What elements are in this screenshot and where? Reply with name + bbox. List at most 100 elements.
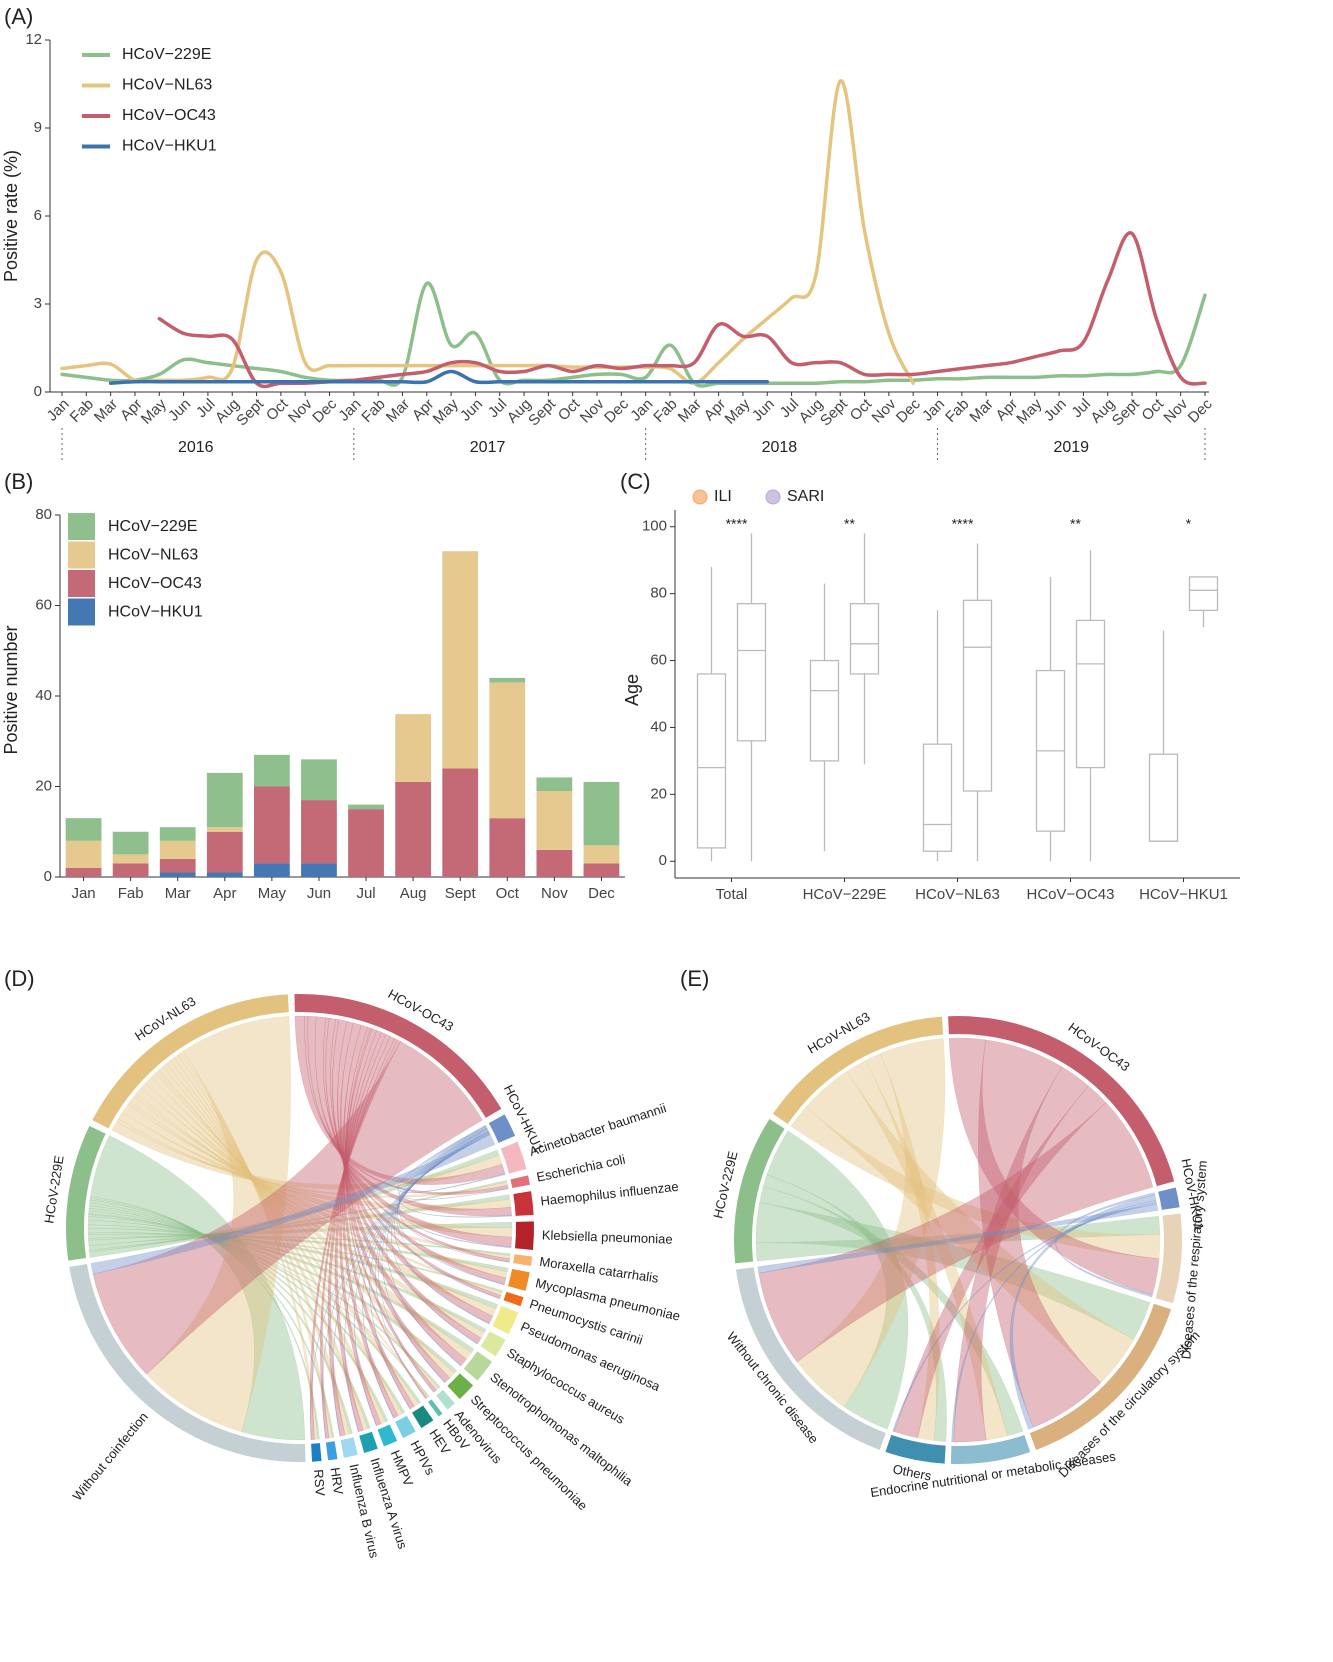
ribbon (805, 1070, 1135, 1384)
ribbon (166, 1060, 386, 1425)
ribbon (757, 1203, 1159, 1274)
ribbon (88, 1202, 371, 1430)
ribbon (322, 1017, 511, 1263)
significance: **** (726, 515, 748, 531)
ribbon (796, 1038, 946, 1408)
bar-segment (489, 682, 526, 819)
sector-label: Others (892, 1461, 934, 1483)
ribbon (180, 1050, 318, 1440)
source-arc (734, 1119, 785, 1264)
x-tick-label: HCoV−OC43 (1027, 886, 1115, 903)
ribbon (116, 1118, 508, 1198)
x-tick-label: Oct (1138, 395, 1167, 424)
ribbon (766, 1130, 909, 1430)
x-tick-label: Jun (1041, 396, 1070, 425)
bar-segment (253, 786, 290, 864)
legend-label: SARI (787, 488, 824, 505)
legend-label: HCoV−HKU1 (122, 138, 217, 155)
ribbon (790, 1106, 1161, 1260)
significance: **** (952, 515, 974, 531)
bar-segment (112, 863, 149, 877)
ribbon (362, 1131, 490, 1419)
bar-segment (489, 677, 526, 683)
ribbon (375, 1131, 490, 1400)
ribbon (398, 1125, 509, 1200)
x-tick-label: Apr (213, 885, 236, 902)
bar-segment (536, 791, 573, 850)
ribbon (378, 1131, 490, 1393)
ribbon (309, 1039, 401, 1440)
x-tick-label: Mar (91, 396, 121, 426)
ribbon (294, 1015, 506, 1186)
target-arc (492, 1305, 519, 1335)
source-arc (1158, 1187, 1180, 1210)
panel-label: (A) (4, 4, 33, 29)
ribbon (307, 1015, 512, 1217)
ribbon (88, 1213, 430, 1398)
year-label: 2016 (178, 439, 214, 456)
legend-swatch (68, 570, 95, 597)
x-tick-label: Jan (71, 885, 95, 902)
sector-label: Escherichia coli (535, 1151, 627, 1184)
ribbon (1055, 1192, 1156, 1298)
panel-label: (B) (4, 469, 33, 494)
bar-segment (536, 849, 573, 877)
bar-segment (301, 863, 337, 877)
ribbon (155, 1070, 440, 1391)
ribbon (127, 1101, 511, 1260)
bar-segment (206, 772, 243, 828)
box (1188, 576, 1219, 612)
ribbon (157, 1069, 429, 1399)
bar-segment (206, 827, 243, 832)
ribbon (369, 1131, 490, 1410)
source-arc (948, 1015, 1175, 1187)
ribbon (169, 1057, 369, 1431)
target-arc (885, 1434, 946, 1464)
y-tick-label: 3 (34, 295, 42, 312)
ribbon (339, 1022, 467, 1366)
ribbon (354, 1132, 490, 1427)
sector-label: RSV (311, 1469, 328, 1497)
x-tick-label: HCoV−HKU1 (1139, 886, 1228, 903)
target-arc (377, 1424, 398, 1447)
ribbon (177, 1052, 333, 1439)
x-tick-label: Jul (356, 885, 375, 902)
ribbon (325, 1017, 507, 1285)
series-line (60, 281, 1207, 388)
y-axis-label: Positive number (1, 625, 21, 754)
y-tick-label: 20 (650, 785, 667, 802)
ribbon (90, 1135, 306, 1441)
target-arc (463, 1351, 493, 1381)
bar-segment (65, 818, 102, 841)
sector-label: Haemophilus influenzae (540, 1179, 680, 1209)
x-tick-label: HCoV−NL63 (915, 886, 1000, 903)
ribbon (330, 1018, 502, 1299)
ribbon (173, 1054, 351, 1436)
x-tick-label: HCoV−229E (803, 886, 887, 903)
ribbon (397, 1124, 506, 1194)
bar-segment (395, 714, 432, 782)
legend-label: HCoV−229E (108, 518, 197, 535)
ribbon (327, 1035, 396, 1437)
bar-segment (395, 781, 432, 877)
box (736, 603, 767, 742)
ribbon (87, 1235, 511, 1256)
target-arc (340, 1437, 358, 1458)
bar-segment (159, 858, 196, 873)
box (962, 599, 993, 792)
x-tick-label: Jan (627, 396, 656, 425)
target-arc (513, 1191, 534, 1216)
y-tick-label: 100 (642, 518, 667, 535)
x-tick-label: Mar (165, 885, 191, 902)
x-tick-label: Mar (383, 396, 413, 426)
sector-label: Without coinfection (69, 1409, 150, 1503)
ribbon (332, 1133, 491, 1437)
bar-segment (583, 781, 620, 846)
ribbon (88, 1214, 441, 1389)
panel-label: (E) (680, 966, 709, 991)
bar-segment (253, 863, 290, 877)
ribbon (88, 1205, 389, 1423)
y-tick-label: 80 (35, 506, 52, 523)
ribbon (846, 1060, 1008, 1441)
